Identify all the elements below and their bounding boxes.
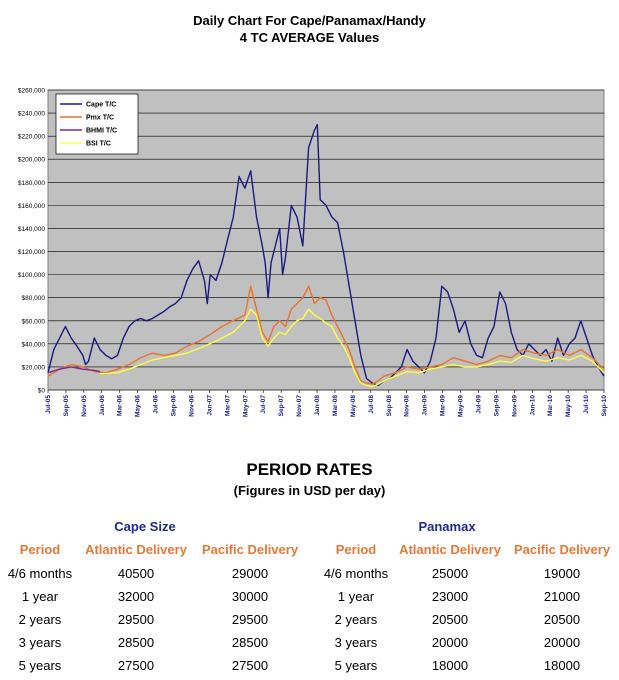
panamax-period-cell: 4/6 months: [323, 566, 389, 581]
y-tick-label: $240,000: [18, 111, 45, 118]
series-line-cape-t-c: [47, 123, 605, 387]
panamax-atlantic-cell: 20500: [431, 612, 469, 627]
x-tick-label: Jan-09: [422, 395, 429, 416]
y-tick-label: $0: [38, 388, 46, 395]
cape-atlantic-cell: 28500: [117, 635, 155, 650]
panamax-atlantic-cell: 23000: [431, 589, 469, 604]
x-tick-label: Nov-06: [188, 395, 195, 417]
y-tick-label: $20,000: [22, 364, 46, 371]
cape-period-cell: 4/6 months: [7, 566, 73, 581]
x-tick-label: Sep-07: [278, 395, 285, 417]
x-tick-label: Sep-08: [386, 395, 393, 417]
x-tick-label: Jan-10: [529, 395, 536, 416]
panamax-pacific-cell: 20500: [543, 612, 581, 627]
x-tick-label: Jul-08: [368, 395, 375, 414]
x-tick-label: Sep-06: [171, 395, 178, 417]
x-tick-label: May-08: [350, 395, 357, 417]
x-tick-label: Jan-06: [99, 395, 106, 416]
panamax-column-header: Period: [335, 542, 377, 557]
panamax-atlantic-cell: 25000: [431, 566, 469, 581]
cape-pacific-cell: 27500: [231, 658, 269, 673]
legend-label: BHMI T/C: [86, 128, 117, 135]
series-line-bhmi-t-c: [47, 366, 101, 374]
y-tick-label: $260,000: [18, 88, 45, 95]
x-tick-label: Jul-07: [260, 395, 267, 414]
y-tick-label: $60,000: [22, 318, 46, 325]
cape-period-cell: 3 years: [18, 635, 62, 650]
series-line-bsi-t-c: [100, 308, 605, 388]
y-tick-label: $140,000: [18, 226, 45, 233]
line-chart: $0 $20,000 $40,000 $60,000 $80,000 $100,000 $1…: [18, 88, 608, 418]
x-tick-label: Mar-08: [332, 395, 339, 416]
cape-atlantic-cell: 29500: [117, 612, 155, 627]
panamax-pacific-cell: 20000: [543, 635, 581, 650]
panamax-period-cell: 2 years: [334, 612, 378, 627]
cape-pacific-cell: 29000: [231, 566, 269, 581]
y-tick-label: $120,000: [18, 249, 45, 256]
x-tick-label: May-09: [458, 395, 465, 417]
x-tick-label: Nov-09: [511, 395, 518, 417]
x-tick-label: Jul-09: [475, 395, 482, 414]
cape-size-heading: Cape Size: [114, 519, 176, 534]
x-tick-label: Nov-08: [404, 395, 411, 417]
chart-title-line1: Daily Chart For Cape/Panamax/Handy: [193, 13, 426, 28]
cape-period-cell: 1 year: [21, 589, 59, 604]
cape-atlantic-cell: 40500: [117, 566, 155, 581]
panamax-pacific-cell: 21000: [543, 589, 581, 604]
panamax-pacific-cell: 19000: [543, 566, 581, 581]
panamax-pacific-cell: 18000: [543, 658, 581, 673]
panamax-column-header: Pacific Delivery: [513, 542, 611, 557]
x-tick-label: Sep-09: [493, 395, 500, 417]
cape-period-cell: 5 years: [18, 658, 62, 673]
cape-column-header: Period: [19, 542, 61, 557]
y-tick-label: $220,000: [18, 134, 45, 141]
panamax-heading: Panamax: [418, 519, 476, 534]
cape-column-header: Pacific Delivery: [201, 542, 299, 557]
x-tick-label: Jul-06: [153, 395, 160, 414]
chart-title-line2: 4 TC AVERAGE Values: [239, 30, 380, 45]
panamax-period-cell: 1 year: [337, 589, 375, 604]
x-tick-label: May-07: [242, 395, 249, 417]
cape-pacific-cell: 28500: [231, 635, 269, 650]
cape-pacific-cell: 30000: [231, 589, 269, 604]
cape-atlantic-cell: 32000: [117, 589, 155, 604]
x-tick-label: May-06: [135, 395, 142, 417]
cape-atlantic-cell: 27500: [117, 658, 155, 673]
x-tick-label: Jan-08: [314, 395, 321, 416]
x-tick-label: Sep-10: [601, 395, 608, 417]
y-tick-label: $180,000: [18, 180, 45, 187]
panamax-period-cell: 3 years: [334, 635, 378, 650]
period-rates-subtitle: (Figures in USD per day): [233, 483, 386, 498]
x-tick-label: Jan-07: [206, 395, 213, 416]
plot-area: [47, 89, 605, 391]
panamax-period-cell: 5 years: [334, 658, 378, 673]
panamax-atlantic-cell: 20000: [431, 635, 469, 650]
y-tick-label: $40,000: [22, 341, 46, 348]
cape-column-header: Atlantic Delivery: [85, 542, 187, 557]
period-rates-title: PERIOD RATES: [246, 460, 373, 479]
cape-pacific-cell: 29500: [231, 612, 269, 627]
y-tick-label: $160,000: [18, 203, 45, 210]
legend-label: BSI T/C: [86, 141, 111, 148]
y-tick-label: $80,000: [22, 295, 46, 302]
x-tick-label: Sep-05: [63, 395, 70, 417]
x-tick-label: Mar-07: [224, 395, 231, 416]
y-tick-label: $100,000: [18, 272, 45, 279]
legend-label: Pmx T/C: [86, 115, 114, 122]
x-tick-label: May-10: [565, 395, 572, 417]
x-tick-label: Mar-06: [117, 395, 124, 416]
y-tick-label: $200,000: [18, 157, 45, 164]
x-tick-label: Jul-05: [45, 395, 52, 414]
x-tick-label: Jul-10: [583, 395, 590, 414]
panamax-column-header: Atlantic Delivery: [399, 542, 501, 557]
panamax-atlantic-cell: 18000: [431, 658, 469, 673]
x-tick-label: Mar-09: [440, 395, 447, 416]
cape-period-cell: 2 years: [18, 612, 62, 627]
legend-label: Cape T/C: [86, 102, 116, 109]
x-tick-label: Nov-05: [81, 395, 88, 417]
x-tick-label: Mar-10: [547, 395, 554, 416]
series-line-pmx-t-c: [47, 285, 605, 385]
x-tick-label: Nov-07: [296, 395, 303, 417]
